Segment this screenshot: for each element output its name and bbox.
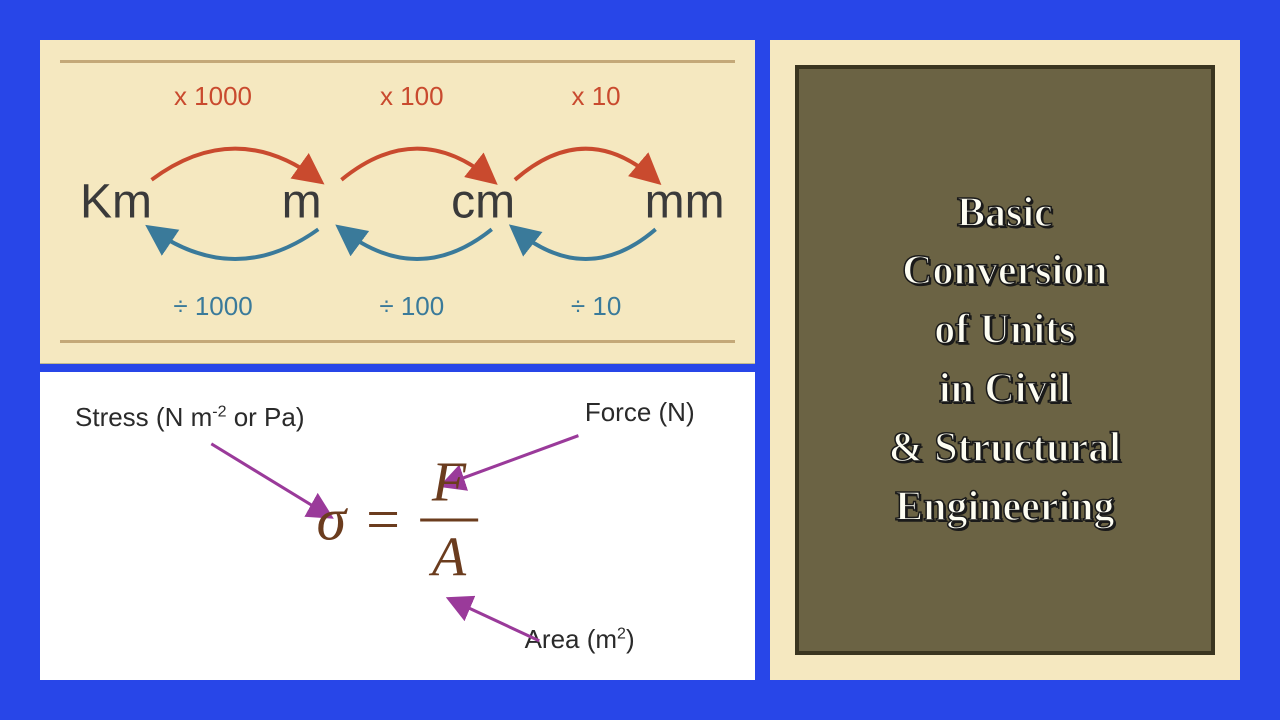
title-line: & Structural xyxy=(889,425,1121,471)
stress-text-post: or Pa) xyxy=(226,402,304,432)
area-sup: 2 xyxy=(617,625,626,642)
unit-m: m xyxy=(282,174,322,229)
multiply-label: x 10 xyxy=(571,81,620,112)
equals-sign: = xyxy=(366,485,400,554)
area-text-post: ) xyxy=(626,624,635,654)
divide-label: ÷ 10 xyxy=(571,291,621,322)
multiply-label: x 100 xyxy=(380,81,444,112)
right-column: Basic Conversion of Units in Civil & Str… xyxy=(770,40,1240,680)
area-text-pre: Area (m xyxy=(525,624,617,654)
unit-cm: cm xyxy=(451,174,515,229)
numerator: F xyxy=(420,450,478,518)
denominator: A xyxy=(420,521,478,589)
stress-annotation: Stress (N m-2 or Pa) xyxy=(75,402,305,433)
multiply-row: x 1000 x 100 x 10 xyxy=(60,81,735,112)
sigma-symbol: σ xyxy=(316,485,346,554)
title-line: in Civil xyxy=(939,366,1071,412)
title-line: Basic xyxy=(957,190,1053,236)
title-box: Basic Conversion of Units in Civil & Str… xyxy=(795,65,1215,655)
divide-row: ÷ 1000 ÷ 100 ÷ 10 xyxy=(60,291,735,322)
multiply-label: x 1000 xyxy=(174,81,252,112)
stress-sup: -2 xyxy=(212,404,226,421)
title-line: Conversion xyxy=(902,248,1107,294)
area-annotation: Area (m2) xyxy=(525,624,635,655)
divide-label: ÷ 1000 xyxy=(173,291,252,322)
divide-label: ÷ 100 xyxy=(379,291,444,322)
title-line: of Units xyxy=(934,307,1075,353)
stress-formula: σ = F A xyxy=(316,450,478,589)
left-column: x 1000 x 100 x 10 Km m cm mm ÷ 1000 ÷ 10… xyxy=(40,40,755,680)
fraction: F A xyxy=(420,450,478,589)
force-annotation: Force (N) xyxy=(585,397,695,428)
unit-conversion-panel: x 1000 x 100 x 10 Km m cm mm ÷ 1000 ÷ 10… xyxy=(40,40,755,364)
stress-formula-panel: Stress (N m-2 or Pa) Force (N) Area (m2)… xyxy=(40,372,755,680)
unit-mm: mm xyxy=(645,174,725,229)
units-row: Km m cm mm xyxy=(60,174,735,229)
title-text: Basic Conversion of Units in Civil & Str… xyxy=(889,184,1121,537)
conversion-inner: x 1000 x 100 x 10 Km m cm mm ÷ 1000 ÷ 10… xyxy=(60,60,735,343)
stress-text-pre: Stress (N m xyxy=(75,402,212,432)
unit-km: Km xyxy=(80,174,152,229)
title-line: Engineering xyxy=(895,484,1114,530)
